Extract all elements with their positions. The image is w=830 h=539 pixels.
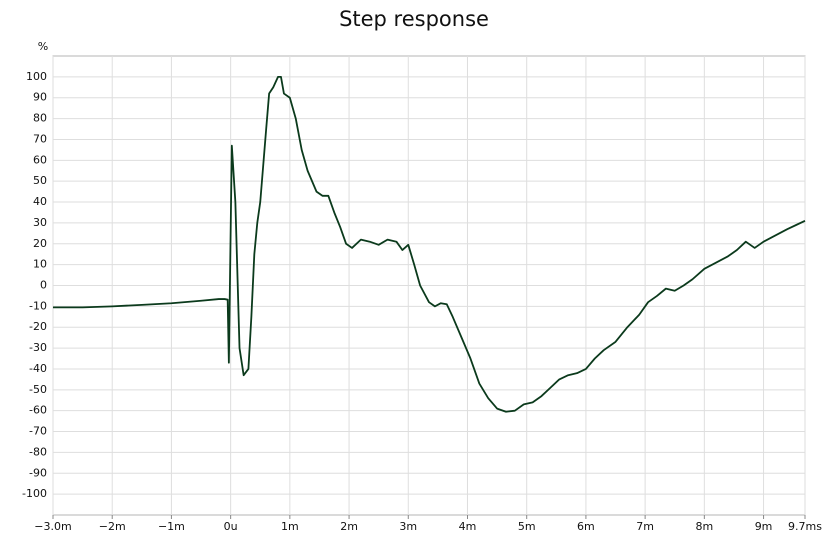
y-tick-label: -60: [29, 404, 47, 417]
y-tick-label: -50: [29, 383, 47, 396]
y-tick-label: 40: [33, 195, 47, 208]
x-tick-label: 2m: [340, 520, 358, 533]
y-tick-label: -70: [29, 425, 47, 438]
y-tick-label: -40: [29, 362, 47, 375]
y-tick-label: 0: [40, 279, 47, 292]
y-tick-label: 10: [33, 258, 47, 271]
x-tick-label: 9.7ms: [788, 520, 822, 533]
y-tick-label: -100: [22, 487, 47, 500]
y-tick-label: -30: [29, 341, 47, 354]
y-tick-label: -10: [29, 299, 47, 312]
y-tick-label: -90: [29, 466, 47, 479]
x-tick-label: 8m: [695, 520, 713, 533]
x-tick-label: 6m: [577, 520, 595, 533]
y-tick-label: -20: [29, 320, 47, 333]
x-tick-label: 0u: [224, 520, 238, 533]
x-tick-label: 7m: [636, 520, 654, 533]
y-tick-label: 80: [33, 112, 47, 125]
y-axis-unit: %: [38, 40, 48, 53]
step-response-line: [53, 75, 806, 413]
y-tick-label: 90: [33, 91, 47, 104]
x-tick-label: 4m: [459, 520, 477, 533]
x-tick-label: −2m: [99, 520, 126, 533]
x-tick-label: 3m: [399, 520, 417, 533]
y-tick-label: 70: [33, 132, 47, 145]
y-tick-label: 60: [33, 153, 47, 166]
x-tick-label: 9m: [755, 520, 773, 533]
y-tick-label: 50: [33, 174, 47, 187]
x-tick-label: −1m: [158, 520, 185, 533]
chart-title: Step response: [339, 7, 489, 31]
x-tick-label: 5m: [518, 520, 536, 533]
y-tick-label: 100: [26, 70, 47, 83]
y-tick-label: 20: [33, 237, 47, 250]
y-tick-label: -80: [29, 445, 47, 458]
y-tick-label: 30: [33, 216, 47, 229]
x-tick-label: −3.0m: [34, 520, 71, 533]
x-tick-label: 1m: [281, 520, 299, 533]
